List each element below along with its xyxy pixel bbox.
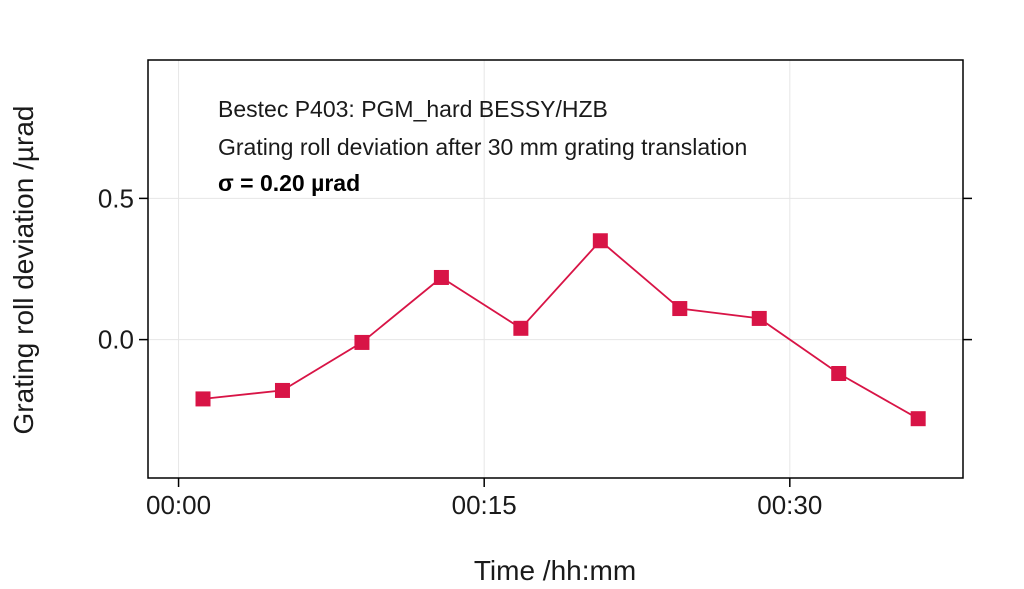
x-axis-title: Time /hh:mm <box>474 555 636 586</box>
data-point <box>274 382 290 398</box>
plot-frame <box>147 59 964 479</box>
annotation-sigma: σ = 0.20 µrad <box>218 170 360 196</box>
data-point <box>910 411 926 427</box>
y-tick-label: 0.5 <box>98 183 134 213</box>
data-point <box>592 233 608 249</box>
data-point <box>354 334 370 350</box>
annotation-block: Bestec P403: PGM_hard BESSY/HZB Grating … <box>218 96 747 196</box>
data-point <box>831 366 847 381</box>
annotation-line-1: Bestec P403: PGM_hard BESSY/HZB <box>218 96 608 122</box>
data-point <box>513 320 529 336</box>
y-tick-label: 0.0 <box>98 325 134 355</box>
annotation-line-2: Grating roll deviation after 30 mm grati… <box>218 134 747 160</box>
x-tick-label: 00:15 <box>452 490 517 520</box>
axis-ticks: 00:00 00:15 00:30 0.0 0.5 <box>98 183 972 520</box>
data-point <box>195 391 211 407</box>
x-tick-label: 00:00 <box>146 490 211 520</box>
series-group <box>195 233 926 427</box>
data-point <box>751 310 767 326</box>
y-axis-title: Grating roll deviation /µrad <box>8 106 39 435</box>
data-point <box>433 269 449 285</box>
grid <box>148 60 963 478</box>
data-point <box>672 301 688 317</box>
series-line <box>202 239 919 420</box>
x-tick-label: 00:30 <box>757 490 822 520</box>
